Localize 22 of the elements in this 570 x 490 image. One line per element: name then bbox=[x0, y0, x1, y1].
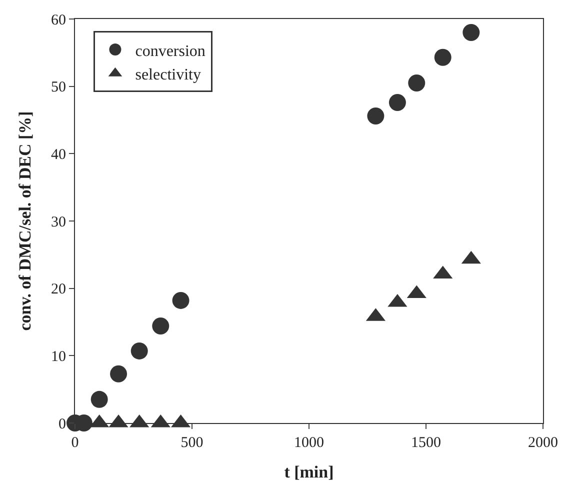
y-tick-label: 10 bbox=[51, 348, 66, 365]
legend-label: conversion bbox=[135, 42, 206, 60]
point bbox=[462, 24, 480, 41]
x-tick-label: 0 bbox=[71, 435, 79, 451]
legend-label: selectivity bbox=[135, 66, 201, 84]
x-tick-label: 500 bbox=[180, 435, 204, 451]
point bbox=[367, 107, 384, 124]
y-tick-label: 0 bbox=[58, 416, 66, 432]
x-tick-label: 1000 bbox=[294, 435, 324, 451]
point bbox=[434, 48, 452, 66]
x-tick-label: 1500 bbox=[411, 435, 441, 451]
point bbox=[408, 74, 426, 92]
point bbox=[388, 94, 406, 111]
y-axis-title: conv. of DMC/sel. of DEC [%] bbox=[16, 111, 35, 331]
x-axis-title: t [min] bbox=[284, 462, 334, 482]
y-tick-label: 60 bbox=[51, 12, 66, 28]
y-tick-label: 40 bbox=[51, 146, 66, 163]
x-tick-label: 2000 bbox=[528, 435, 558, 451]
y-tick-label: 20 bbox=[51, 282, 66, 298]
point bbox=[172, 292, 190, 309]
y-tick-label: 30 bbox=[51, 214, 66, 230]
y-tick-label: 50 bbox=[51, 80, 66, 96]
